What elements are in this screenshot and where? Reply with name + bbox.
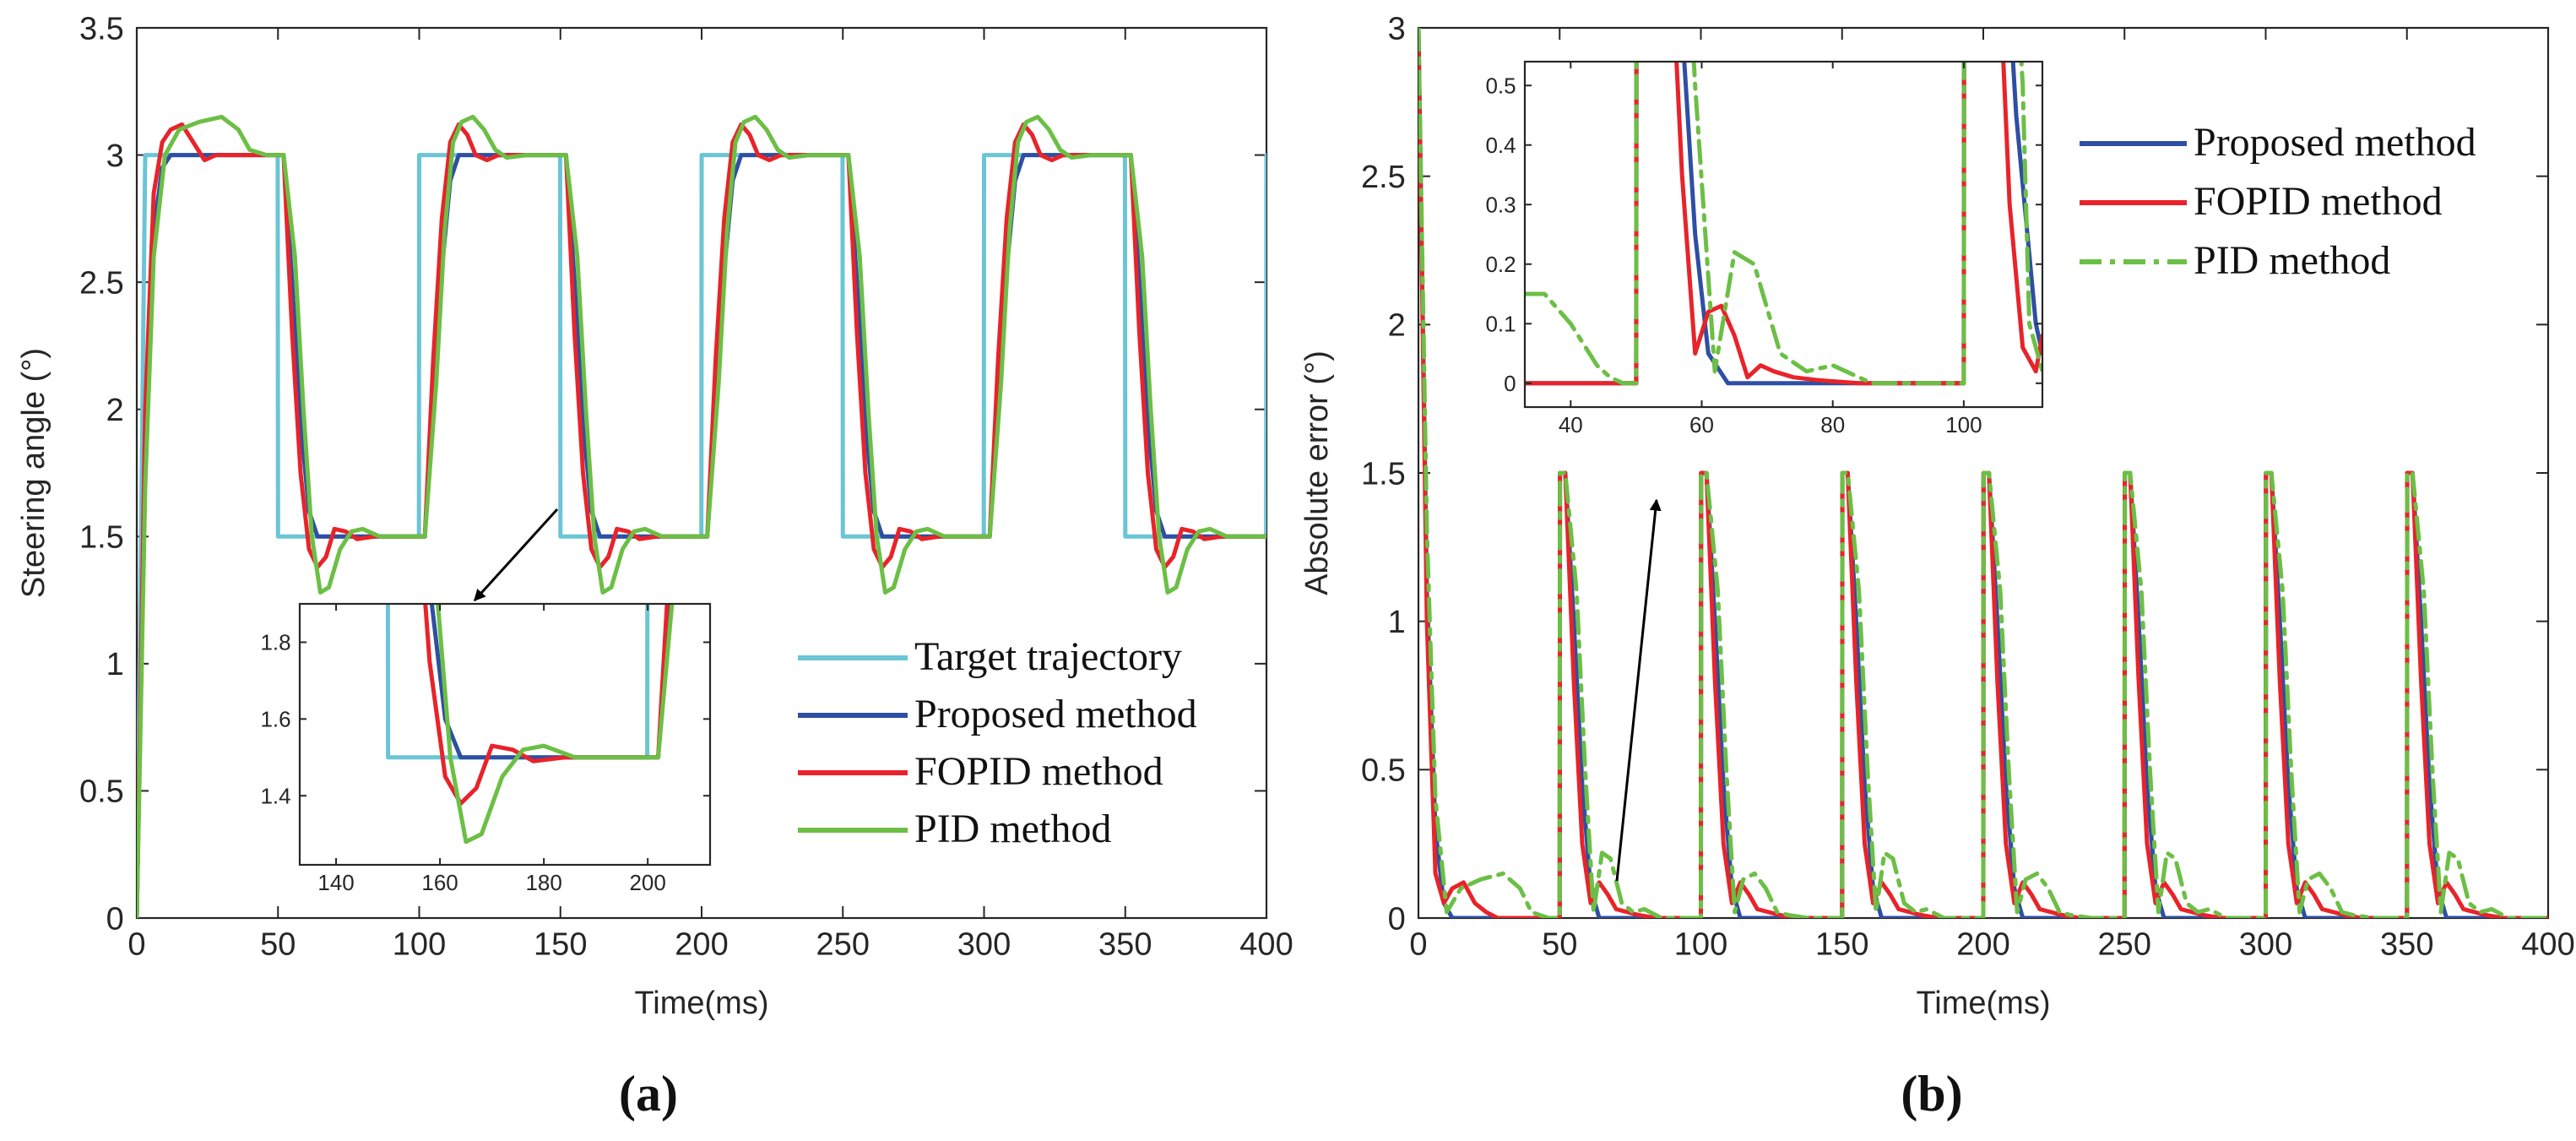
y-tick-label: 2 <box>106 393 124 428</box>
x-tick-label: 40 <box>1559 412 1583 437</box>
panel-a: 0 50 100 150 200 250 300 350 400 0 0.5 1 1.5 2 2.5 3 3.5… <box>16 11 1293 1122</box>
panel-a-zoom-arrow <box>473 508 559 602</box>
y-tick-label: 1.6 <box>260 706 290 731</box>
series-line-b-inset-fopid-method <box>1525 62 2042 386</box>
panel-a-y-axis-label: Steering angle (°) <box>16 348 52 598</box>
panel-b-inset-series <box>1525 62 2042 386</box>
panel-a-label: (a) <box>619 1066 678 1122</box>
panel-b-legend: Proposed method FOPID method PID method <box>2080 120 2476 283</box>
panel-a-inset-frame <box>298 602 712 867</box>
x-tick-label: 0 <box>1409 927 1427 963</box>
series-line-a-target-trajectory <box>137 153 1266 918</box>
x-tick-label: 300 <box>2239 927 2292 963</box>
panel-a-x-axis-label: Time(ms) <box>635 986 769 1021</box>
x-tick-label: 60 <box>1689 412 1714 437</box>
legend-label-proposed-method: Proposed method <box>2194 120 2476 165</box>
y-tick-label: 0.5 <box>1485 73 1516 98</box>
panel-a-ticks: 0 50 100 150 200 250 300 350 400 0 0.5 1 1.5 2 2.5 3 3.5 <box>79 11 1293 962</box>
y-tick-label: 0.2 <box>1485 252 1516 277</box>
y-tick-label: 2 <box>1388 308 1406 344</box>
legend-label-fopid-method: FOPID method <box>2194 179 2443 224</box>
x-tick-label: 400 <box>2521 927 2574 963</box>
y-tick-label: 0 <box>1504 371 1516 396</box>
y-tick-label: 0.4 <box>1485 133 1516 158</box>
x-tick-label: 100 <box>1945 412 1982 437</box>
x-tick-label: 140 <box>317 870 354 895</box>
y-tick-label: 1.5 <box>1361 456 1406 492</box>
legend-label-fopid-method: FOPID method <box>914 749 1163 794</box>
y-tick-label: 3 <box>106 139 124 174</box>
panel-a-legend: Target trajectory Proposed method FOPID … <box>798 634 1197 851</box>
panel-a-inset-background <box>300 604 710 865</box>
series-line-b-pid-method <box>1418 28 2548 918</box>
x-tick-label: 0 <box>127 927 145 963</box>
y-tick-label: 1.8 <box>260 630 290 655</box>
x-tick-label: 400 <box>1239 927 1293 963</box>
panel-a-inset: 140 160 180 200 1.4 1.6 1.8 <box>260 602 712 895</box>
y-tick-label: 3.5 <box>79 11 124 46</box>
x-tick-label: 50 <box>260 927 296 963</box>
panel-b-inset-ticks: 40 60 80 100 0 0.1 0.2 0.3 0.4 0.5 <box>1485 62 2042 437</box>
y-tick-label: 0.1 <box>1485 311 1516 336</box>
legend-label-target-trajectory: Target trajectory <box>914 634 1182 679</box>
legend-label-pid-method: PID method <box>2194 238 2390 283</box>
x-tick-label: 350 <box>1098 927 1152 963</box>
legend-label-proposed-method: Proposed method <box>914 692 1197 736</box>
series-line-b-inset-pid-method <box>1525 62 2042 386</box>
panel-b-inset-frame <box>1523 60 2044 409</box>
series-line-b-inset-proposed-method <box>1525 62 2042 386</box>
x-tick-label: 250 <box>816 927 870 963</box>
y-tick-label: 1.4 <box>260 783 290 808</box>
panel-a-inset-ticks: 140 160 180 200 1.4 1.6 1.8 <box>260 604 710 895</box>
series-line-a-inset-pid-method <box>436 604 675 845</box>
panel-b-label: (b) <box>1901 1066 1962 1122</box>
panel-b-inset-background <box>1525 62 2042 407</box>
y-tick-label: 3 <box>1388 11 1406 46</box>
y-tick-label: 2.5 <box>1361 160 1406 195</box>
panel-b-inset: 40 60 80 100 0 0.1 0.2 0.3 0.4 0.5 <box>1485 60 2044 437</box>
panel-b-y-axis-label: Absolute error (°) <box>1299 350 1335 595</box>
x-tick-label: 250 <box>2098 927 2151 963</box>
y-tick-label: 1 <box>1388 605 1406 640</box>
x-tick-label: 300 <box>957 927 1011 963</box>
y-tick-label: 0 <box>106 901 124 937</box>
x-tick-label: 100 <box>1674 927 1727 963</box>
y-tick-label: 0.5 <box>79 774 124 810</box>
y-tick-label: 0 <box>1388 901 1406 937</box>
x-tick-label: 200 <box>629 870 665 895</box>
x-tick-label: 350 <box>2380 927 2433 963</box>
legend-label-pid-method: PID method <box>914 807 1111 851</box>
panel-a-series <box>137 114 1266 918</box>
y-tick-label: 2.5 <box>79 265 124 301</box>
x-tick-label: 80 <box>1820 412 1845 437</box>
x-tick-label: 50 <box>1542 927 1577 963</box>
x-tick-label: 200 <box>1956 927 2009 963</box>
x-tick-label: 150 <box>1815 927 1868 963</box>
x-tick-label: 150 <box>534 927 587 963</box>
panel-b-series <box>1418 28 2548 918</box>
y-tick-label: 1 <box>106 647 124 682</box>
y-tick-label: 0.5 <box>1361 753 1406 789</box>
y-tick-label: 0.3 <box>1485 192 1516 217</box>
panel-b-zoom-arrow <box>1615 498 1662 882</box>
x-tick-label: 180 <box>525 870 561 895</box>
panel-a-inset-series <box>385 604 675 845</box>
x-tick-label: 100 <box>393 927 446 963</box>
x-tick-label: 160 <box>421 870 458 895</box>
y-tick-label: 1.5 <box>79 520 124 556</box>
x-tick-label: 200 <box>675 927 728 963</box>
series-line-a-pid-method <box>137 114 1266 918</box>
panel-b-x-axis-label: Time(ms) <box>1917 986 2051 1021</box>
